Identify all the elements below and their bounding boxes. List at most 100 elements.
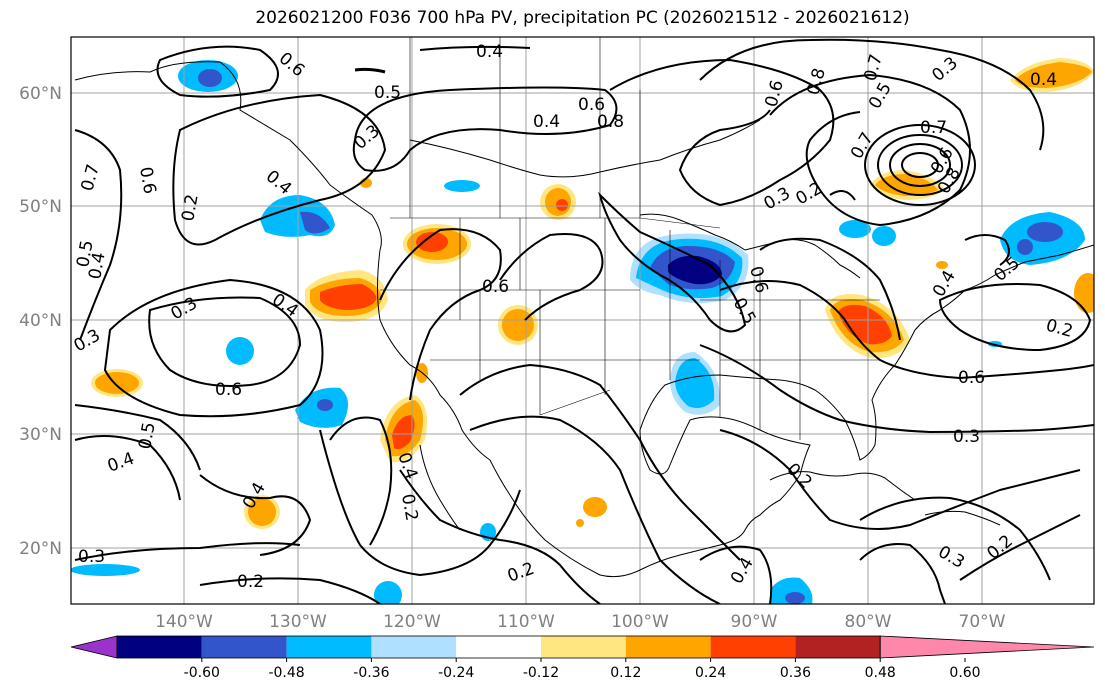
contour-label: 0.5 — [374, 83, 401, 103]
contour-label: 0.5 — [73, 239, 97, 269]
contour-label: 0.2 — [178, 193, 202, 223]
lon-label: 70°W — [959, 612, 1006, 632]
contour — [864, 124, 976, 206]
colorbar-tick-label: 0.60 — [949, 665, 980, 681]
lon-labels: 140°W 130°W 120°W 110°W 100°W 90°W 80°W … — [155, 612, 1006, 632]
border — [639, 217, 721, 229]
colorbar-tick-label: 0.24 — [695, 665, 726, 681]
colorbar-extend-max — [879, 635, 1095, 659]
colorbar-segment — [541, 636, 626, 658]
precip-blob — [95, 372, 139, 394]
contour — [459, 363, 741, 561]
contour-label: 0.6 — [482, 277, 509, 297]
contour-label: 0.6 — [958, 368, 985, 388]
lon-label: 140°W — [155, 612, 213, 632]
lat-label: 40°N — [19, 311, 62, 331]
contour — [759, 237, 901, 341]
precip-blob — [668, 255, 722, 285]
precip-blob — [838, 304, 892, 345]
contour — [859, 496, 1051, 581]
precip-blob — [392, 415, 415, 450]
contour — [598, 191, 747, 333]
contour — [419, 45, 531, 51]
precip-blob — [317, 399, 333, 411]
precip-blob — [839, 220, 871, 238]
coastline — [924, 510, 1001, 526]
contour — [74, 542, 301, 561]
contour-label: 0.5 — [135, 421, 159, 451]
precip-blob — [416, 232, 448, 252]
contour-label: 0.2 — [397, 492, 421, 522]
lat-label: 60°N — [19, 84, 62, 104]
contour — [352, 86, 618, 172]
contour — [964, 234, 1010, 266]
colorbar-segment — [625, 636, 711, 658]
map-title: 2026021200 F036 700 hPa PV, precipitatio… — [255, 8, 910, 28]
precip-blob — [576, 519, 584, 527]
colorbar-segment — [456, 636, 541, 658]
precip-blob — [320, 284, 377, 310]
contour — [172, 93, 387, 246]
contour — [74, 435, 181, 501]
contour-label: 0.6 — [578, 95, 605, 115]
precip-blob — [785, 592, 805, 604]
colorbar-outline — [116, 635, 881, 659]
colorbar-segment — [371, 636, 457, 658]
contour — [379, 228, 502, 401]
contour-label: 0.6 — [135, 165, 159, 195]
precip-blob — [675, 358, 715, 408]
contour-label: 0.8 — [597, 112, 624, 132]
contour-label: 0.7 — [920, 118, 947, 138]
precip-blob — [300, 211, 330, 234]
colorbar-tick-label: 0.36 — [780, 665, 811, 681]
colorbar-tick-label: -0.24 — [438, 665, 474, 681]
colorbar-tick-label: -0.60 — [184, 665, 220, 681]
lon-label: 120°W — [383, 612, 441, 632]
contour-label: 0.3 — [953, 427, 980, 447]
colorbar-segment — [795, 636, 881, 658]
precip-blob — [502, 309, 534, 341]
plot-frame — [70, 36, 1095, 605]
precip-blob — [226, 337, 254, 365]
precip-blob — [444, 180, 480, 192]
precip-blob — [1015, 62, 1092, 88]
precip-blob — [71, 564, 140, 576]
lat-labels: 60°N 50°N 40°N 30°N 20°N — [19, 84, 62, 559]
contour — [877, 134, 963, 196]
colorbar-tick-label: -0.48 — [268, 665, 304, 681]
contour — [199, 474, 312, 556]
lon-label: 90°W — [731, 612, 778, 632]
contour — [901, 152, 939, 178]
contour — [103, 278, 324, 418]
colorbar-tick-label: 0.12 — [610, 665, 641, 681]
precip-shading — [71, 58, 1094, 604]
precip-blob — [198, 69, 222, 87]
contour-label: 0.4 — [533, 112, 560, 132]
colorbar-segment — [286, 636, 372, 658]
coastline — [639, 213, 746, 251]
contour — [319, 429, 521, 577]
lon-label: 80°W — [845, 612, 892, 632]
contour — [959, 514, 1081, 581]
coastline — [769, 471, 916, 501]
contour — [74, 129, 123, 341]
contour — [889, 143, 951, 187]
contour — [399, 469, 601, 604]
pv-contours — [74, 38, 1094, 604]
contour-label: 0.4 — [1030, 70, 1057, 90]
colorbar-tick-label: 0.48 — [865, 665, 896, 681]
contour-label: 0.4 — [85, 251, 109, 281]
precip-blob — [936, 261, 948, 269]
precip-blob — [248, 498, 276, 526]
contour — [499, 233, 604, 321]
colorbar-extend-min — [70, 635, 118, 659]
contour — [938, 283, 1092, 352]
contour — [354, 67, 386, 74]
colorbar-tick-label: -0.36 — [353, 665, 389, 681]
coastline — [419, 444, 461, 531]
lon-label: 130°W — [269, 612, 327, 632]
precip-blob — [374, 581, 402, 604]
precip-blob — [1017, 239, 1033, 255]
contour — [699, 545, 773, 604]
contour — [829, 190, 856, 201]
